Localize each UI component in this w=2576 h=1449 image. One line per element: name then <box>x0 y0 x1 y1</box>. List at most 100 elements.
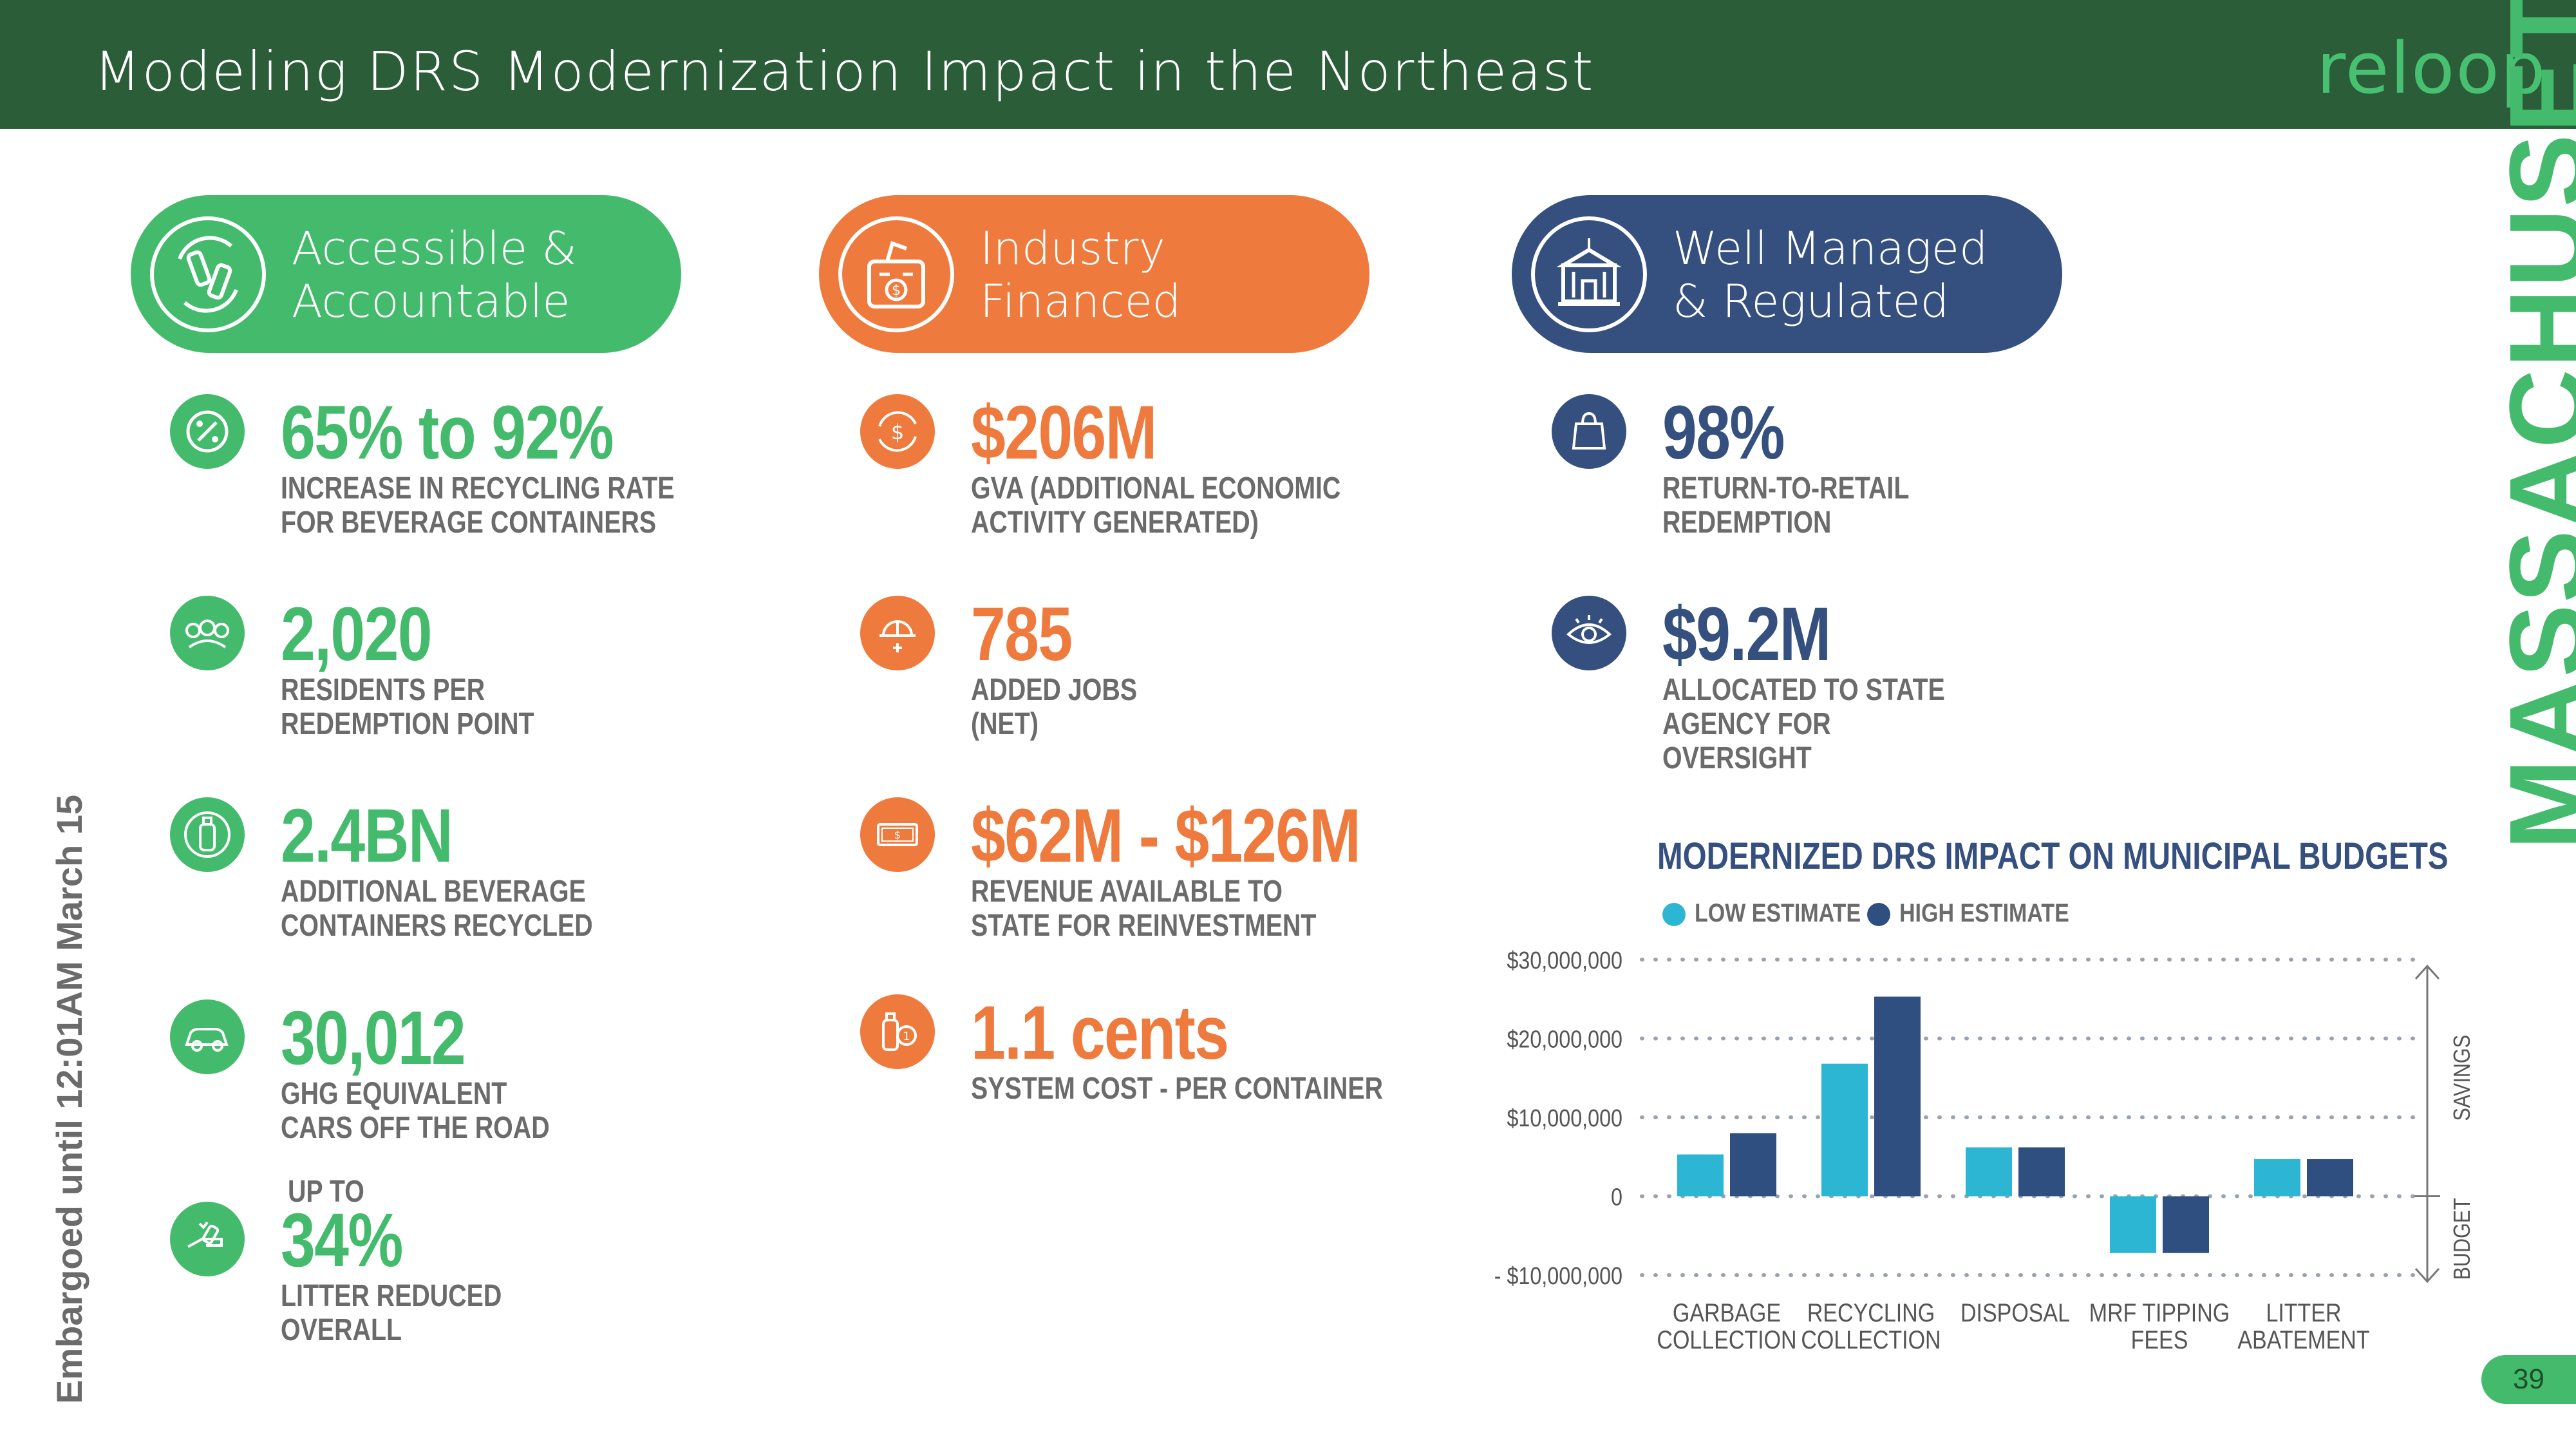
bar-high-estimate <box>2163 1196 2209 1253</box>
stat-description: ADDED JOBS (NET) <box>971 673 1137 741</box>
stat-value: $9.2M <box>1662 592 1831 677</box>
y-tick-label: $20,000,000 <box>1507 1026 1622 1053</box>
x-category-label: LITTER <box>2266 1298 2341 1327</box>
stat-description: REVENUE AVAILABLE TO STATE FOR REINVESTM… <box>971 875 1316 943</box>
money-cycle-icon: $ <box>860 394 935 469</box>
stat-desc-line1: ADDED JOBS <box>971 673 1138 707</box>
stat-desc-line2: AGENCY FOR <box>1662 707 1831 741</box>
stat-desc-line1: INCREASE IN RECYCLING RATE <box>281 471 675 506</box>
stat-desc-line1: RETURN-TO-RETAIL <box>1662 471 1910 506</box>
shopping-bag-icon <box>1552 394 1626 469</box>
stat-desc-line2: ACTIVITY GENERATED) <box>971 506 1259 540</box>
x-category-label: COLLECTION <box>1801 1325 1941 1354</box>
stat-description: INCREASE IN RECYCLING RATE FOR BEVERAGE … <box>281 471 675 540</box>
stat-desc-line1: GVA (ADDITIONAL ECONOMIC <box>971 471 1341 506</box>
municipal-budget-chart: - $10,000,000 0 $10,000,000 $20,000,000 $30,… <box>1494 947 2472 1354</box>
stat-desc-line1: ADDITIONAL BEVERAGE <box>281 875 586 909</box>
x-category-label: MRF TIPPING <box>2089 1298 2230 1327</box>
state-label: MASSACHUSETTS <box>2487 0 2576 850</box>
pillar-accessible: Accessible & Accountable <box>131 195 681 353</box>
people-icon <box>170 596 245 670</box>
pillar-label-line2: Accountable <box>292 275 570 328</box>
stat-desc-line2: (NET) <box>971 707 1039 741</box>
bar-low-estimate <box>1821 1063 1868 1197</box>
stat-desc-line1: ALLOCATED TO STATE <box>1662 673 1945 707</box>
bar-low-estimate <box>1677 1154 1724 1197</box>
bar-high-estimate <box>2307 1159 2353 1197</box>
page-title: Modeling DRS Modernization Impact in the… <box>94 40 1595 103</box>
bar-low-estimate <box>2254 1159 2300 1197</box>
bar-high-estimate <box>1874 996 1921 1197</box>
stat-desc-line2: OVERALL <box>281 1313 402 1347</box>
bar-low-estimate <box>1966 1147 2012 1197</box>
pillar-label-line1: Accessible & <box>292 222 577 275</box>
worker-helmet-icon <box>860 596 935 670</box>
bar-low-estimate <box>2110 1196 2156 1253</box>
stat-desc-line2: REDEMPTION <box>1662 506 1832 540</box>
stat-desc-line3: OVERSIGHT <box>1662 741 1812 775</box>
chart-title: MODERNIZED DRS IMPACT ON MUNICIPAL BUDGE… <box>1657 835 2449 877</box>
government-building-icon <box>1531 216 1647 332</box>
percent-recycle-icon <box>170 394 245 469</box>
stat-value: 2,020 <box>281 592 433 677</box>
svg-text:1: 1 <box>903 1030 910 1043</box>
x-category-label: GARBAGE <box>1673 1298 1781 1327</box>
bottle-coin-icon: 1 <box>860 994 935 1069</box>
x-category-label: DISPOSAL <box>1960 1298 2070 1327</box>
stat-prefix: UP TO <box>288 1175 364 1209</box>
stat-desc-line1: SYSTEM COST - PER CONTAINER <box>971 1072 1384 1106</box>
eye-icon <box>1552 596 1626 670</box>
savings-label: SAVINGS <box>2450 1035 2472 1121</box>
x-category-label: RECYCLING <box>1807 1298 1935 1327</box>
pillar-label-line2: & Regulated <box>1673 275 1950 328</box>
stat-description: LITTER REDUCED OVERALL <box>281 1279 502 1347</box>
svg-text:$: $ <box>892 283 901 299</box>
pillar-label-line1: Industry <box>980 222 1165 275</box>
stat-description: GVA (ADDITIONAL ECONOMIC ACTIVITY GENERA… <box>971 471 1340 540</box>
stat-description: SYSTEM COST - PER CONTAINER <box>971 1072 1383 1106</box>
page-number: 39 <box>2481 1355 2576 1404</box>
stat-value: 785 <box>971 592 1073 677</box>
stat-value: 65% to 92% <box>281 390 614 475</box>
stat-desc-line2: REDEMPTION POINT <box>281 707 534 741</box>
bottle-icon <box>170 797 245 872</box>
down-arrow-icon <box>2414 1267 2440 1283</box>
stat-desc-line1: RESIDENTS PER <box>281 673 485 707</box>
stat-value: $62M - $126M <box>971 793 1361 878</box>
x-category-label: COLLECTION <box>1657 1325 1796 1354</box>
stat-desc-line2: CONTAINERS RECYCLED <box>281 909 593 943</box>
recycle-bottles-icon <box>150 216 266 332</box>
stat-desc-line2: CARS OFF THE ROAD <box>281 1111 550 1145</box>
reloop-logo: reloop <box>2317 27 2547 109</box>
legend-swatch <box>1662 903 1686 926</box>
stat-desc-line2: FOR BEVERAGE CONTAINERS <box>281 506 657 540</box>
budget-label: BUDGET <box>2450 1198 2472 1280</box>
embargo-notice: Embargoed until 12:01AM March 15 <box>49 794 89 1404</box>
stat-desc-line2: STATE FOR REINVESTMENT <box>971 909 1317 943</box>
pillar-label-line2: Financed <box>980 275 1181 328</box>
legend-label: HIGH ESTIMATE <box>1899 899 2069 927</box>
stat-value: 2.4BN <box>281 793 453 878</box>
legend-label: LOW ESTIMATE <box>1695 899 1861 927</box>
x-category-label: ABATEMENT <box>2237 1325 2369 1354</box>
pillar-industry: $ Industry Financed <box>819 195 1369 353</box>
banknote-icon: $ <box>860 797 935 872</box>
money-bin-icon: $ <box>838 216 954 332</box>
legend-swatch <box>1867 903 1890 926</box>
bar-high-estimate <box>2018 1147 2065 1197</box>
stat-description: GHG EQUIVALENT CARS OFF THE ROAD <box>281 1077 550 1145</box>
stat-desc-line1: LITTER REDUCED <box>281 1279 502 1313</box>
bar-high-estimate <box>1730 1133 1776 1197</box>
stat-value: 1.1 cents <box>971 990 1229 1075</box>
stat-desc-line1: GHG EQUIVALENT <box>281 1077 507 1111</box>
svg-text:$: $ <box>891 420 904 444</box>
stat-description: RESIDENTS PER REDEMPTION POINT <box>281 673 534 741</box>
header-bar: Modeling DRS Modernization Impact in the… <box>0 0 2576 129</box>
y-tick-label: 0 <box>1611 1184 1622 1211</box>
stat-value: 34% <box>281 1198 403 1283</box>
pillar-well-managed: Well Managed & Regulated <box>1512 195 2062 353</box>
stat-value: 30,012 <box>281 996 466 1081</box>
car-icon <box>170 999 245 1074</box>
y-tick-label: $10,000,000 <box>1507 1105 1622 1132</box>
svg-text:$: $ <box>894 829 901 841</box>
